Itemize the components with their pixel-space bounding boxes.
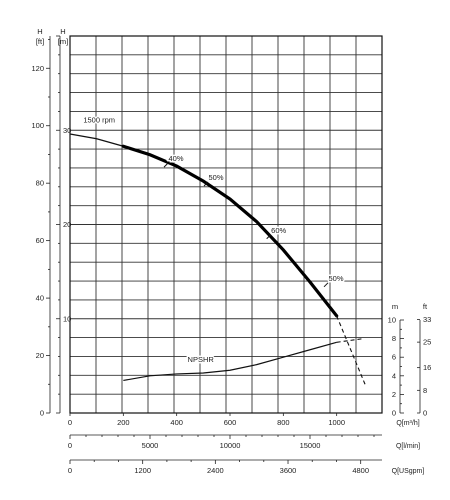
npshr-label: NPSHR bbox=[188, 355, 215, 364]
tick-label-h-m: 20 bbox=[63, 220, 71, 229]
axis-h-m-unit: [m] bbox=[58, 37, 68, 46]
tick-label-npsh-m: 8 bbox=[392, 334, 396, 343]
tick-label-q-usgpm: 0 bbox=[68, 466, 72, 475]
efficiency-label: 50% bbox=[208, 173, 223, 182]
tick-label-h-ft: 0 bbox=[40, 409, 44, 418]
tick-label-npsh-m: 2 bbox=[392, 390, 396, 399]
tick-label-h-ft: 80 bbox=[36, 179, 44, 188]
efficiency-label: 40% bbox=[168, 154, 183, 163]
efficiency-tick bbox=[266, 234, 272, 240]
tick-label-q-usgpm: 2400 bbox=[207, 466, 224, 475]
tick-label-q-lmin: 0 bbox=[68, 441, 72, 450]
efficiency-tick bbox=[323, 282, 329, 288]
series-head-thin bbox=[69, 133, 124, 147]
axis-q-usgpm-label: Q[USgpm] bbox=[392, 468, 425, 475]
tick-label-npsh-m: 4 bbox=[392, 371, 396, 380]
plot-frame bbox=[69, 35, 383, 414]
series-npshr-extension bbox=[336, 338, 364, 343]
tick-label-q-usgpm: 1200 bbox=[134, 466, 151, 475]
tick-label-npsh-ft: 25 bbox=[423, 338, 431, 347]
tick-label-h-ft: 60 bbox=[36, 236, 44, 245]
tick-label-h-ft: 20 bbox=[36, 351, 44, 360]
tick-label-h-m: 30 bbox=[63, 126, 71, 135]
tick-label-q-usgpm: 4800 bbox=[352, 466, 369, 475]
series-head-extension bbox=[336, 315, 367, 387]
tick-label-h-m: 10 bbox=[63, 314, 71, 323]
axis-h-ft-unit: [ft] bbox=[36, 37, 44, 46]
tick-label-q-m3h: 600 bbox=[224, 418, 237, 427]
tick-label-q-m3h: 200 bbox=[117, 418, 130, 427]
efficiency-label: 60% bbox=[271, 226, 286, 235]
tick-label-h-ft: 100 bbox=[31, 121, 44, 130]
tick-label-q-usgpm: 3600 bbox=[280, 466, 297, 475]
axis-h-m-label: H bbox=[60, 27, 65, 36]
tick-label-q-lmin: 10000 bbox=[220, 441, 241, 450]
tick-label-q-lmin: 15000 bbox=[300, 441, 321, 450]
tick-label-h-ft: 40 bbox=[36, 294, 44, 303]
axis-npsh-m-label: m bbox=[392, 302, 398, 311]
tick-label-npsh-ft: 8 bbox=[423, 386, 427, 395]
axis-h-ft-label: H bbox=[37, 27, 42, 36]
tick-label-npsh-m: 6 bbox=[392, 353, 396, 362]
tick-label-q-m3h: 1000 bbox=[328, 418, 345, 427]
axis-q-m3h-label: Q[m³/h] bbox=[396, 420, 419, 427]
tick-label-q-lmin: 5000 bbox=[142, 441, 159, 450]
speed-label: 1500 rpm bbox=[83, 116, 115, 125]
efficiency-tick bbox=[163, 162, 169, 168]
tick-label-npsh-ft: 0 bbox=[423, 409, 427, 418]
series-npshr-curve bbox=[123, 341, 337, 382]
efficiency-label: 50% bbox=[328, 274, 343, 283]
efficiency-tick bbox=[203, 181, 209, 187]
tick-label-npsh-ft: 33 bbox=[423, 315, 431, 324]
axis-npsh-ft-label: ft bbox=[423, 302, 428, 311]
series-head-curve bbox=[121, 144, 339, 318]
tick-label-npsh-m: 0 bbox=[392, 409, 396, 418]
tick-label-q-m3h: 400 bbox=[170, 418, 183, 427]
axis-q-lmin-label: Q[l/min] bbox=[396, 443, 420, 450]
tick-label-q-m3h: 0 bbox=[68, 418, 72, 427]
tick-label-q-m3h: 800 bbox=[277, 418, 290, 427]
tick-label-h-ft: 120 bbox=[31, 64, 44, 73]
tick-label-npsh-m: 10 bbox=[388, 316, 396, 325]
tick-label-npsh-ft: 16 bbox=[423, 363, 431, 372]
